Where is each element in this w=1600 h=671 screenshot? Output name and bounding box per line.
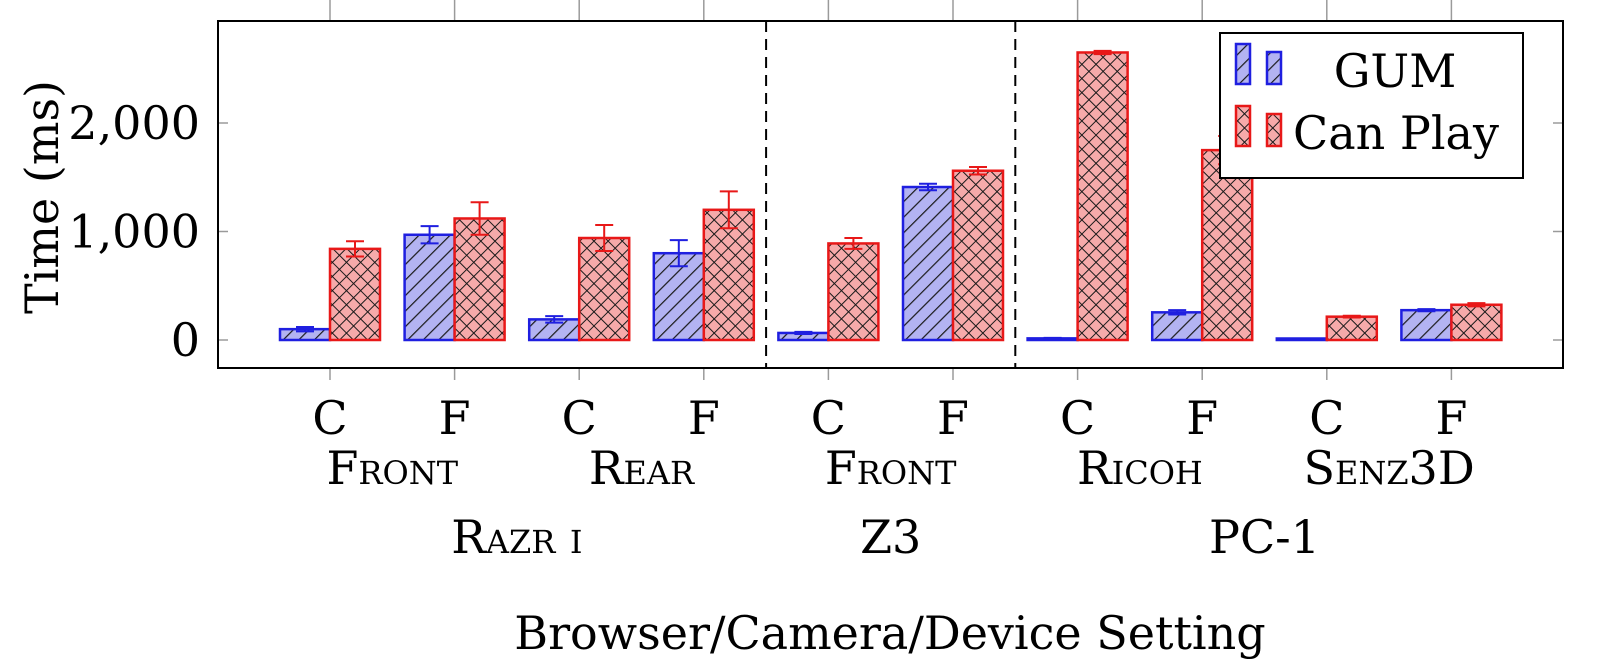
error-bar-gum: [919, 182, 937, 192]
error-bar-gum: [420, 225, 439, 245]
camera-label: Ricoh: [1077, 441, 1203, 495]
x-tick-label: C: [1309, 391, 1344, 445]
camera-label: Front: [825, 441, 957, 495]
error-bar-gum: [794, 330, 813, 336]
x-tick-label: C: [1060, 391, 1095, 445]
bar-canplay: [951, 169, 1005, 342]
error-bar-canplay: [595, 223, 614, 253]
bar-canplay: [453, 217, 506, 342]
x-tick-label: C: [312, 391, 347, 445]
camera-labels: Front Rear Front Ricoh Senz3D: [327, 441, 1475, 495]
bar-canplay: [577, 236, 631, 342]
error-bar-canplay: [1467, 302, 1486, 308]
error-bar-gum: [1168, 309, 1187, 316]
error-bar-canplay: [1093, 49, 1112, 56]
legend-swatch-canplay-1: [1234, 104, 1252, 148]
device-label: Z3: [860, 510, 921, 564]
error-bars-layer: [296, 49, 1486, 341]
bar-gum: [901, 185, 955, 342]
x-tick-label: F: [1186, 391, 1218, 445]
x-tick-label: F: [937, 391, 969, 445]
bar-gum: [1400, 308, 1453, 342]
axis-tick-marks: [218, 0, 1563, 380]
y-tick-labels: 0 1,000 2,000: [68, 96, 200, 367]
camera-label: Front: [327, 441, 459, 495]
y-tick-label: 0: [171, 313, 200, 367]
bar-canplay: [1076, 51, 1129, 342]
legend-label-gum: GUM: [1334, 44, 1457, 98]
bar-gum: [652, 251, 706, 342]
bar-canplay: [1325, 315, 1379, 342]
camera-label: Senz3D: [1303, 441, 1474, 495]
x-tick-label: F: [439, 391, 471, 445]
bar-gum: [1150, 311, 1204, 342]
error-bar-canplay: [470, 201, 489, 236]
bar-canplay: [827, 242, 880, 342]
camera-label: Rear: [589, 441, 695, 495]
bar-canplay: [1450, 303, 1503, 342]
y-tick-label: 2,000: [68, 96, 200, 150]
x-tick-label: C: [811, 391, 846, 445]
bar-canplay: [1200, 148, 1254, 342]
device-label: Razr i: [451, 510, 582, 564]
error-bar-gum: [1292, 337, 1311, 341]
error-bar-canplay: [719, 190, 738, 230]
y-axis-label: Time (ms): [15, 80, 69, 314]
legend: GUM Can Play: [1219, 32, 1524, 179]
error-bar-canplay: [844, 237, 863, 250]
legend-swatch-gum-2: [1265, 50, 1283, 86]
device-label: PC-1: [1209, 510, 1320, 564]
x-tick-label: F: [1435, 391, 1467, 445]
bar-gum: [403, 233, 456, 342]
device-labels: Razr i Z3 PC-1: [451, 510, 1320, 564]
legend-swatch-gum-1: [1234, 42, 1252, 86]
bar-canplay: [328, 247, 382, 342]
y-tick-label: 1,000: [68, 205, 200, 259]
error-bar-gum: [1043, 336, 1062, 340]
x-axis-label: Browser/Camera/Device Setting: [514, 606, 1265, 660]
x-tick-label: C: [562, 391, 597, 445]
bar-canplay: [702, 208, 756, 342]
group-separators: [765, 21, 1017, 368]
bars-layer: [278, 51, 1503, 342]
error-bar-gum: [1417, 308, 1436, 313]
error-bar-canplay: [346, 240, 364, 258]
error-bar-canplay: [969, 165, 987, 176]
error-bar-gum: [669, 239, 688, 268]
error-bar-gum: [296, 325, 314, 333]
legend-label-canplay: Can Play: [1293, 106, 1499, 160]
error-bar-canplay: [1342, 314, 1361, 319]
plot-frame: [217, 20, 1564, 369]
legend-swatch-canplay-2: [1265, 112, 1283, 148]
x-tick-label: F: [688, 391, 720, 445]
error-bar-gum: [545, 315, 564, 324]
